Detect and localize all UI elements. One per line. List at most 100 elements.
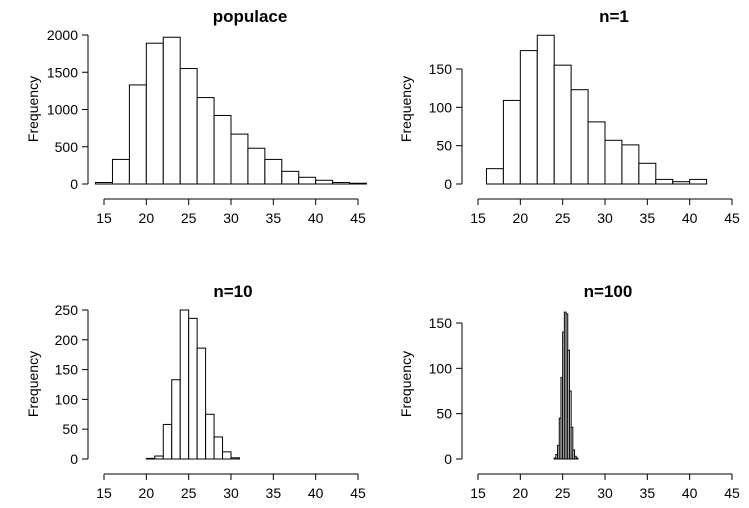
x-tick-label: 35 <box>266 485 282 501</box>
y-tick-label: 1500 <box>47 64 78 80</box>
histogram-bar <box>575 457 579 460</box>
histogram-bar <box>205 413 215 460</box>
y-tick-label: 500 <box>55 139 79 155</box>
y-tick-label: 50 <box>62 421 78 437</box>
y-tick-label: 250 <box>55 302 79 318</box>
histogram-bar <box>162 36 181 185</box>
x-tick-label: 30 <box>597 210 613 226</box>
x-tick-label: 45 <box>350 210 366 226</box>
panel-n1: n=1 Frequency 15 20 25 30 35 40 45 0 50 100 150 <box>398 7 740 226</box>
histogram-bar <box>247 147 266 185</box>
y-axis-label: Frequency <box>25 351 41 417</box>
axes: 15 20 25 30 35 40 45 0 50 100 150 <box>429 315 740 501</box>
histogram-bar <box>95 182 113 185</box>
histogram-bar <box>179 309 190 460</box>
x-tick-label: 20 <box>513 210 529 226</box>
histogram-bar <box>655 178 674 185</box>
x-tick-label: 20 <box>139 485 155 501</box>
y-tick-label: 2000 <box>47 27 78 43</box>
x-tick-label: 45 <box>350 485 366 501</box>
histogram-bar <box>349 182 367 185</box>
histogram-bar <box>145 42 164 185</box>
histogram-bar <box>230 133 249 185</box>
x-tick-label: 40 <box>308 485 324 501</box>
x-tick-label: 25 <box>555 210 571 226</box>
y-tick-label: 50 <box>436 138 452 154</box>
y-tick-label: 100 <box>55 391 79 407</box>
x-tick-label: 35 <box>640 485 656 501</box>
x-tick-label: 20 <box>513 485 529 501</box>
y-axis-label: Frequency <box>398 351 414 417</box>
histogram-bar <box>587 121 606 185</box>
y-tick-label: 150 <box>429 315 453 331</box>
histogram-bar <box>281 170 300 185</box>
y-tick-label: 100 <box>429 99 453 115</box>
histogram-bar <box>638 162 657 185</box>
histogram-bar <box>213 436 224 460</box>
x-tick-label: 30 <box>223 485 239 501</box>
x-tick-label: 20 <box>139 210 155 226</box>
y-tick-label: 200 <box>55 332 79 348</box>
x-tick-label: 40 <box>682 210 698 226</box>
histogram-bar <box>621 144 640 185</box>
histogram-bar <box>298 176 317 185</box>
panel-populace: populace Frequency 15 20 25 30 35 40 45 0 500 100… <box>25 7 367 226</box>
histogram-bar <box>315 179 334 185</box>
x-tick-label: 15 <box>96 485 112 501</box>
histogram-bar <box>502 99 521 185</box>
x-tick-label: 35 <box>266 210 282 226</box>
histogram-bar <box>519 50 538 185</box>
histogram-bar <box>213 114 232 185</box>
histogram-bar <box>154 455 164 460</box>
y-tick-label: 150 <box>55 362 79 378</box>
histogram-bar <box>568 390 572 460</box>
histogram-bar <box>264 158 283 185</box>
y-tick-label: 0 <box>70 451 78 467</box>
histogram-bar <box>536 34 555 185</box>
x-tick-label: 25 <box>555 485 571 501</box>
y-axis-label: Frequency <box>25 76 41 142</box>
axes: 15 20 25 30 35 40 45 0 500 1000 1500 2000 <box>47 27 366 226</box>
bars <box>553 311 579 460</box>
histogram-bar <box>570 426 574 460</box>
x-tick-label: 35 <box>640 210 656 226</box>
x-tick-label: 15 <box>96 210 112 226</box>
bars <box>95 36 367 185</box>
histogram-bar <box>485 168 504 185</box>
histogram-bar <box>171 379 181 460</box>
histogram-bar <box>196 97 215 185</box>
y-axis-label: Frequency <box>398 76 414 142</box>
x-tick-label: 25 <box>181 485 197 501</box>
histogram-bar <box>196 347 207 460</box>
histogram-bar <box>162 423 173 460</box>
histogram-bar <box>111 158 130 185</box>
bars <box>145 309 240 460</box>
x-tick-label: 25 <box>181 210 197 226</box>
x-tick-label: 45 <box>724 210 740 226</box>
chart-title: n=1 <box>599 7 629 26</box>
y-tick-label: 1000 <box>47 102 78 118</box>
histogram-bar <box>179 68 198 185</box>
y-tick-label: 0 <box>70 176 78 192</box>
panel-n10: n=10 Frequency 15 20 25 30 35 40 45 0 50 100 150 20… <box>25 282 366 501</box>
x-tick-label: 45 <box>724 485 740 501</box>
axes: 15 20 25 30 35 40 45 0 50 100 150 <box>429 61 740 226</box>
chart-title: n=100 <box>584 282 633 301</box>
histogram-bar <box>672 181 691 185</box>
histogram-bar <box>128 84 147 185</box>
x-tick-label: 15 <box>470 485 486 501</box>
histogram-bar <box>332 182 351 185</box>
histogram-bar <box>572 449 576 460</box>
chart-title: populace <box>213 7 288 26</box>
histogram-bar <box>689 178 708 185</box>
x-tick-label: 40 <box>308 210 324 226</box>
histogram-bar <box>222 451 232 460</box>
histogram-bar <box>570 89 589 185</box>
chart-title: n=10 <box>213 282 252 301</box>
x-tick-label: 40 <box>682 485 698 501</box>
y-tick-label: 0 <box>444 176 452 192</box>
histogram-bar <box>145 457 156 460</box>
y-tick-label: 100 <box>429 360 453 376</box>
histogram-bar <box>188 317 198 460</box>
